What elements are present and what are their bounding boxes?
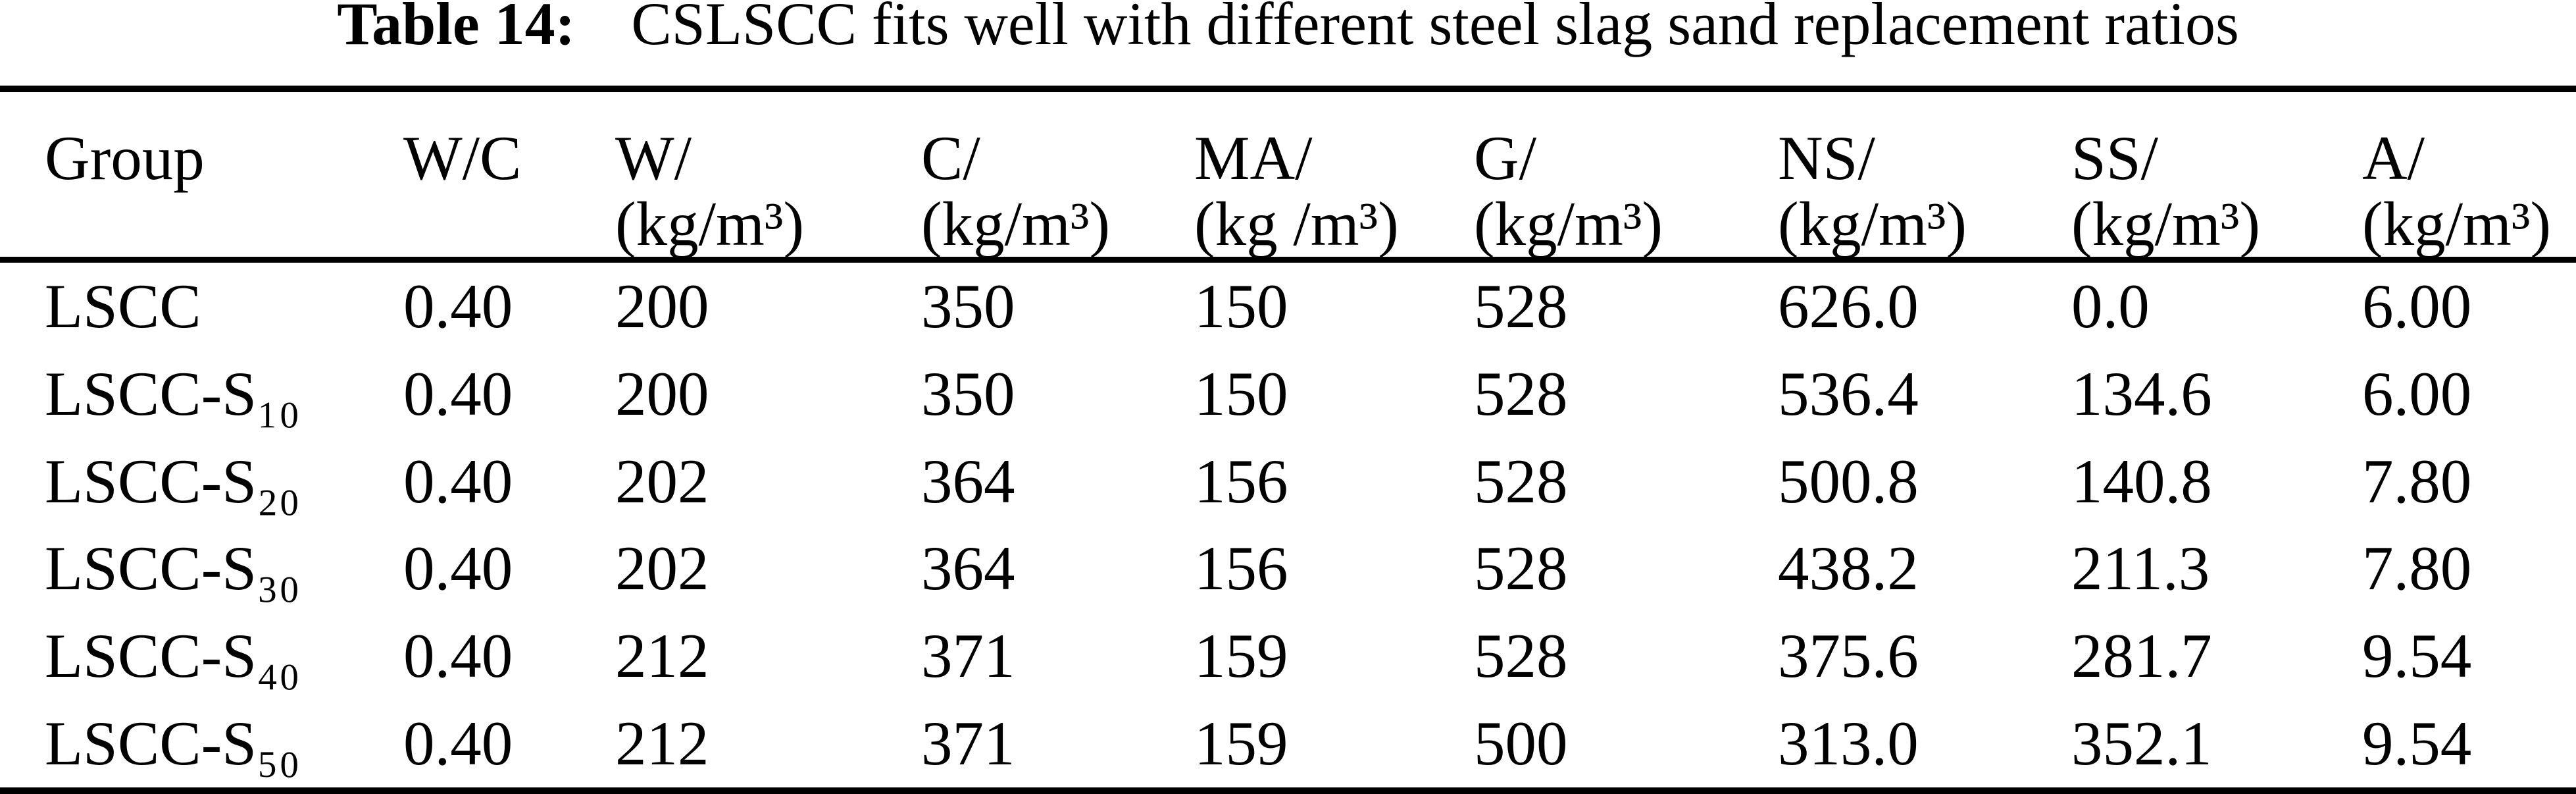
cell-ns: 626.0 — [1778, 271, 1919, 341]
cell-ns: 375.6 — [1778, 621, 1919, 691]
column-header-ma: MA/ (kg /m³) — [1194, 89, 1474, 263]
column-header-label: Group — [45, 123, 205, 193]
cell-group: LSCC — [45, 271, 201, 341]
cell-cement: 350 — [921, 271, 1015, 341]
cell-ns: 500.8 — [1778, 446, 1919, 516]
cell-admixture: 7.80 — [2362, 446, 2472, 516]
cell-ss: 0.0 — [2071, 271, 2150, 341]
cell-wc: 0.40 — [403, 271, 513, 341]
cell-ns: 438.2 — [1778, 533, 1919, 604]
cell-water: 212 — [615, 621, 709, 691]
cell-water: 202 — [615, 446, 709, 516]
cell-wc: 0.40 — [403, 621, 513, 691]
column-header-label: SS/ — [2071, 123, 2159, 193]
cell-water: 212 — [615, 699, 921, 794]
cell-gravel: 528 — [1474, 358, 1568, 429]
cell-ss: 352.1 — [2071, 699, 2362, 794]
cell-ma: 156 — [1194, 446, 1288, 516]
cell-cement: 350 — [921, 358, 1015, 429]
cell-group: LSCC-S₂₀ — [45, 446, 301, 516]
column-header-label: A/ — [2362, 123, 2425, 193]
cell-admixture: 7.80 — [2362, 533, 2472, 604]
table-row-lscc-s20: LSCC-S₂₀ 0.40 202 364 156 528 500.8 140.… — [0, 438, 2576, 525]
cell-gravel: 528 — [1474, 621, 1568, 691]
table-caption-title: CSLSCC fits well with different steel sl… — [631, 0, 2239, 57]
column-header-label: NS/ — [1778, 123, 1875, 193]
column-header-unit: (kg/m³) — [1474, 189, 1663, 259]
cell-cement: 371 — [921, 621, 1015, 691]
cell-gravel: 528 — [1474, 533, 1568, 604]
cell-admixture: 6.00 — [2362, 271, 2472, 341]
cell-ns: 313.0 — [1778, 699, 2071, 794]
table-row-lscc-s40: LSCC-S₄₀ 0.40 212 371 159 528 375.6 281.… — [0, 612, 2576, 700]
cell-wc: 0.40 — [403, 533, 513, 604]
mix-proportions-table: Group W/C W/ (kg/m³) C/ (kg/m³) MA/ — [0, 86, 2576, 794]
cell-cement: 364 — [921, 533, 1015, 604]
cell-ma: 150 — [1194, 358, 1288, 429]
cell-ss: 281.7 — [2071, 621, 2212, 691]
column-header-label: G/ — [1474, 123, 1536, 193]
table-caption: Table 14: CSLSCC fits well with differen… — [0, 0, 2576, 57]
column-header-water: W/ (kg/m³) — [615, 89, 921, 263]
column-header-group: Group — [0, 89, 403, 263]
cell-ma: 150 — [1194, 271, 1288, 341]
cell-ns: 536.4 — [1778, 358, 1919, 429]
cell-water: 200 — [615, 271, 709, 341]
column-header-unit: (kg/m³) — [1778, 189, 1967, 259]
table-row-lscc: LSCC 0.40 200 350 150 528 626.0 0.0 6.00 — [0, 260, 2576, 350]
cell-admixture: 9.54 — [2362, 699, 2576, 794]
cell-wc: 0.40 — [403, 446, 513, 516]
cell-water: 200 — [615, 358, 709, 429]
table-caption-number: Table 14: — [337, 0, 576, 57]
cell-wc: 0.40 — [403, 358, 513, 429]
table-row-lscc-s10: LSCC-S₁₀ 0.40 200 350 150 528 536.4 134.… — [0, 350, 2576, 438]
column-header-ns: NS/ (kg/m³) — [1778, 89, 2071, 263]
column-header-unit: (kg /m³) — [1194, 189, 1399, 259]
cell-admixture: 9.54 — [2362, 621, 2472, 691]
cell-ss: 211.3 — [2071, 533, 2210, 604]
table-row-lscc-s30: LSCC-S₃₀ 0.40 202 364 156 528 438.2 211.… — [0, 525, 2576, 612]
cell-ss: 134.6 — [2071, 358, 2212, 429]
cell-ma: 159 — [1194, 699, 1474, 794]
cell-gravel: 528 — [1474, 271, 1568, 341]
cell-ma: 159 — [1194, 621, 1288, 691]
cell-admixture: 6.00 — [2362, 358, 2472, 429]
column-header-label: W/ — [615, 123, 692, 193]
cell-ma: 156 — [1194, 533, 1288, 604]
cell-water: 202 — [615, 533, 709, 604]
column-header-unit: (kg/m³) — [921, 189, 1111, 259]
table-row-lscc-s50: LSCC-S₅₀ 0.40 212 371 159 500 313.0 352.… — [0, 699, 2576, 794]
column-header-admixture: A/ (kg/m³) — [2362, 89, 2576, 263]
cell-gravel: 500 — [1474, 699, 1778, 794]
column-header-gravel: G/ (kg/m³) — [1474, 89, 1778, 263]
cell-cement: 364 — [921, 446, 1015, 516]
cell-wc: 0.40 — [403, 699, 615, 794]
column-header-unit: (kg/m³) — [2362, 189, 2552, 259]
header-row: Group W/C W/ (kg/m³) C/ (kg/m³) MA/ — [0, 89, 2576, 263]
column-header-label: MA/ — [1194, 123, 1313, 193]
column-header-ss: SS/ (kg/m³) — [2071, 89, 2362, 263]
cell-group: LSCC-S₄₀ — [45, 621, 301, 691]
column-header-label: C/ — [921, 123, 980, 193]
cell-group: LSCC-S₁₀ — [45, 358, 301, 429]
column-header-unit: (kg/m³) — [2071, 189, 2261, 259]
cell-gravel: 528 — [1474, 446, 1568, 516]
cell-ss: 140.8 — [2071, 446, 2212, 516]
column-header-unit: (kg/m³) — [615, 189, 805, 259]
cell-cement: 371 — [921, 699, 1194, 794]
column-header-cement: C/ (kg/m³) — [921, 89, 1194, 263]
column-header-wc: W/C — [403, 89, 615, 263]
cell-group: LSCC-S₃₀ — [45, 533, 301, 604]
cell-group: LSCC-S₅₀ — [0, 699, 403, 794]
column-header-label: W/C — [403, 123, 522, 193]
